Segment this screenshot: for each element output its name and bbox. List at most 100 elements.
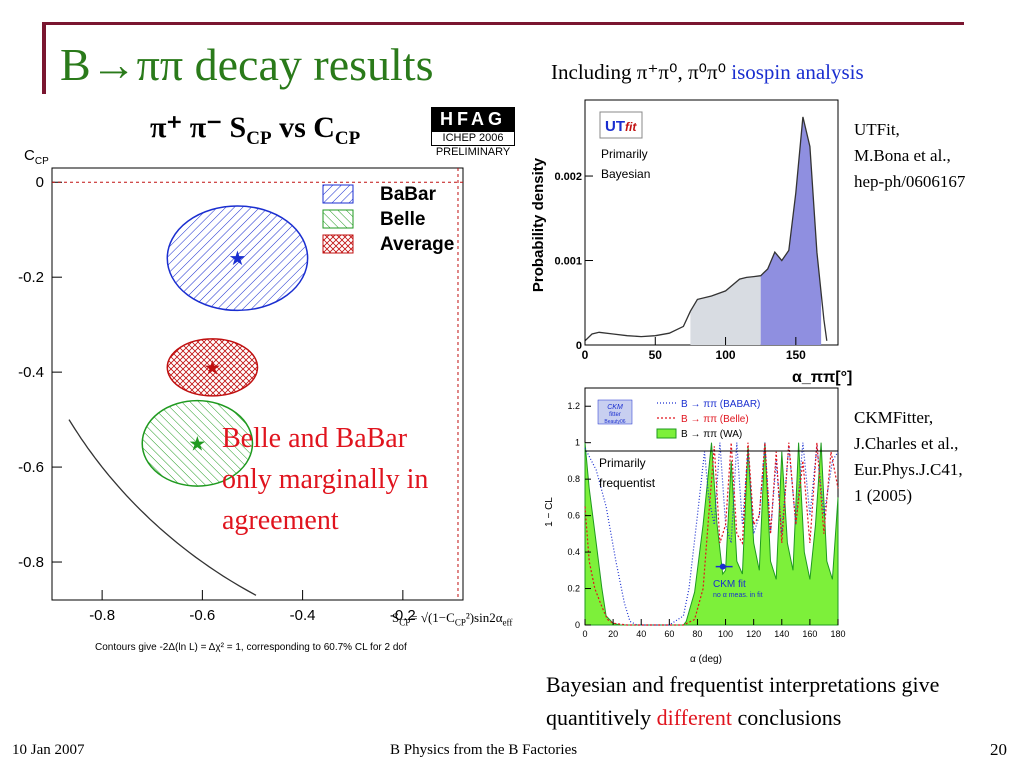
ckm-x-tick-label: 160 — [802, 629, 817, 639]
utfit-light-band — [690, 275, 761, 345]
title-rule-top — [42, 22, 964, 25]
hfag-title-sub1: CP — [246, 128, 272, 149]
babar-star-marker: ★ — [228, 248, 246, 270]
babar-cl-curve — [584, 442, 839, 626]
hfag-frame — [51, 167, 464, 601]
ckmfitter-credit-line: Eur.Phys.J.C41, — [854, 460, 963, 479]
hfag-legend: BaBar Belle Average — [322, 184, 454, 255]
ckm-method-line1: Primarily — [599, 456, 646, 470]
ckm-x-tick-label: 80 — [692, 629, 702, 639]
isospin-caption: Including π⁺π⁰, π⁰π⁰ isospin analysis — [551, 60, 864, 85]
legend-label-babar: BaBar — [380, 184, 437, 205]
utfit-logo: UTfit — [605, 118, 637, 135]
physical-boundary-curve — [68, 419, 257, 596]
utfit-y-tick-label: 0 — [576, 340, 582, 352]
ckm-legend-label-babar: B → ππ (BABAR) — [681, 399, 760, 410]
hfag-y-tick-label: -0.4 — [18, 364, 44, 381]
conclusion-text: Bayesian and frequentist interpretations… — [546, 672, 940, 730]
agreement-annotation: Belle and BaBar only marginally in agree… — [222, 423, 429, 536]
ckm-fit-sublabel: no α meas. in fit — [713, 592, 763, 599]
hfag-conference: ICHEP 2006 — [431, 131, 515, 146]
utfit-y-tick-label: 0.001 — [554, 256, 582, 268]
ckm-y-tick-label: 1.2 — [567, 401, 580, 411]
hfag-logo: HFAG — [431, 107, 515, 131]
ckm-x-tick-label: 180 — [830, 629, 845, 639]
ckm-y-tick-label: 0.8 — [567, 474, 580, 484]
cp-axis-label: CCP — [24, 147, 49, 167]
title-rule-left — [42, 22, 46, 94]
utfit-x-tick-label: 0 — [582, 348, 589, 362]
contour-note: Contours give -2Δ(ln L) = Δχ² = 1, corre… — [95, 642, 407, 653]
belle-cl-curve — [584, 442, 839, 626]
utfit-x-label: α_ππ[°] — [792, 369, 852, 386]
legend-label-average: Average — [380, 234, 454, 255]
isospin-analysis-link[interactable]: isospin analysis — [731, 60, 864, 84]
utfit-x-tick-label: 150 — [786, 348, 806, 362]
footer-title: B Physics from the B Factories — [390, 742, 578, 758]
hfag-x-tick-label: -0.8 — [89, 607, 115, 624]
ckmfitter-logo-mid: fitter — [609, 412, 621, 418]
ckm-x-tick-label: 0 — [582, 629, 587, 639]
ckmfitter-cl-plot: 0 20 40 60 80 100 120 140 160 180 0 0.2 0.4 0.6 0.8 1 1.… — [544, 387, 846, 665]
slide-title: B→ππ decay results — [60, 39, 434, 90]
ckmfitter-logo-bot: Beauty06 — [604, 419, 625, 425]
legend-swatch-belle — [322, 209, 354, 229]
average-ellipse — [166, 338, 259, 397]
isospin-caption-text: Including π⁺π⁰, π⁰π⁰ — [551, 60, 726, 84]
hfag-title-sub2: CP — [334, 128, 361, 149]
belle-ellipse — [141, 399, 254, 487]
utfit-y-tick-label: 0.002 — [554, 171, 582, 183]
hfag-scatter-plot: -0.8 -0.6 -0.4 -0.2 0 -0.2 -0.4 -0.6 -0.8 ★ ★ ★ CC… — [18, 147, 464, 624]
hfag-y-tick-label: -0.2 — [18, 269, 44, 286]
ckm-x-tick-label: 20 — [608, 629, 618, 639]
ckmfitter-credit-line: CKMFitter, — [854, 408, 934, 427]
legend-swatch-babar — [322, 184, 354, 204]
hfag-y-tick-label: 0 — [36, 174, 44, 191]
ckm-x-tick-label: 100 — [718, 629, 733, 639]
hfag-title-b: vs C — [271, 111, 335, 144]
ckm-legend-label-belle: B → ππ (Belle) — [681, 414, 749, 425]
utfit-probability-plot: 0 50 100 150 0 0.001 0.002 Probability density… — [530, 99, 852, 386]
hfag-title-a: π⁺ π⁻ S — [150, 111, 247, 144]
ckm-x-tick-label: 60 — [664, 629, 674, 639]
ckm-x-tick-label: 140 — [774, 629, 789, 639]
ckmfitter-logo-top: CKM — [607, 404, 623, 411]
hfag-x-tick-label: -0.2 — [390, 607, 416, 624]
utfit-density-curve — [584, 116, 828, 342]
hfag-y-tick-label: -0.8 — [18, 554, 44, 571]
ckm-x-tick-label: 120 — [746, 629, 761, 639]
ckm-y-tick-label: 0.2 — [567, 584, 580, 594]
hfag-badge: HFAG ICHEP 2006 PRELIMINARY — [431, 107, 515, 159]
ckm-legend-label-wa: B → ππ (WA) — [681, 429, 742, 440]
ckm-legend: B → ππ (BABAR) B → ππ (Belle) B → ππ (WA… — [656, 399, 760, 440]
ckm-y-tick-label: 0.6 — [567, 511, 580, 521]
utfit-method-line1: Primarily — [601, 147, 648, 161]
ckm-x-label: α (deg) — [690, 654, 722, 665]
belle-star-marker: ★ — [188, 433, 206, 455]
utfit-dark-band — [760, 116, 822, 346]
ckmfitter-logo-box — [597, 399, 633, 425]
utfit-x-tick-label: 50 — [649, 348, 663, 362]
ckmfitter-credit-line: J.Charles et al., — [854, 434, 959, 453]
ckm-fit-point — [719, 563, 726, 570]
page-number: 20 — [990, 740, 1007, 759]
conclusion-highlight: different — [656, 705, 732, 730]
hfag-plot-title: π⁺ π⁻ SCP vs CCP — [150, 110, 360, 150]
hfag-y-tick-label: -0.6 — [18, 459, 44, 476]
utfit-y-label: Probability density — [530, 157, 547, 292]
utfit-credit-line: UTFit, — [854, 120, 900, 139]
hfag-x-tick-label: -0.6 — [189, 607, 215, 624]
utfit-method-line2: Bayesian — [601, 167, 650, 181]
ckm-fit-label: CKM fit — [713, 579, 746, 590]
ckm-y-label: 1 − CL — [544, 497, 555, 527]
utfit-logo-box — [599, 111, 643, 139]
ckmfitter-credit: CKMFitter, J.Charles et al., Eur.Phys.J.… — [854, 405, 963, 509]
ckm-x-tick-label: 40 — [636, 629, 646, 639]
hfag-x-tick-label: -0.4 — [290, 607, 316, 624]
utfit-credit-line: hep-ph/0606167 — [854, 172, 966, 191]
babar-ellipse — [166, 205, 309, 312]
ckm-y-tick-label: 0 — [575, 620, 580, 630]
ckm-method-line2: frequentist — [599, 476, 656, 490]
legend-label-belle: Belle — [380, 209, 425, 230]
